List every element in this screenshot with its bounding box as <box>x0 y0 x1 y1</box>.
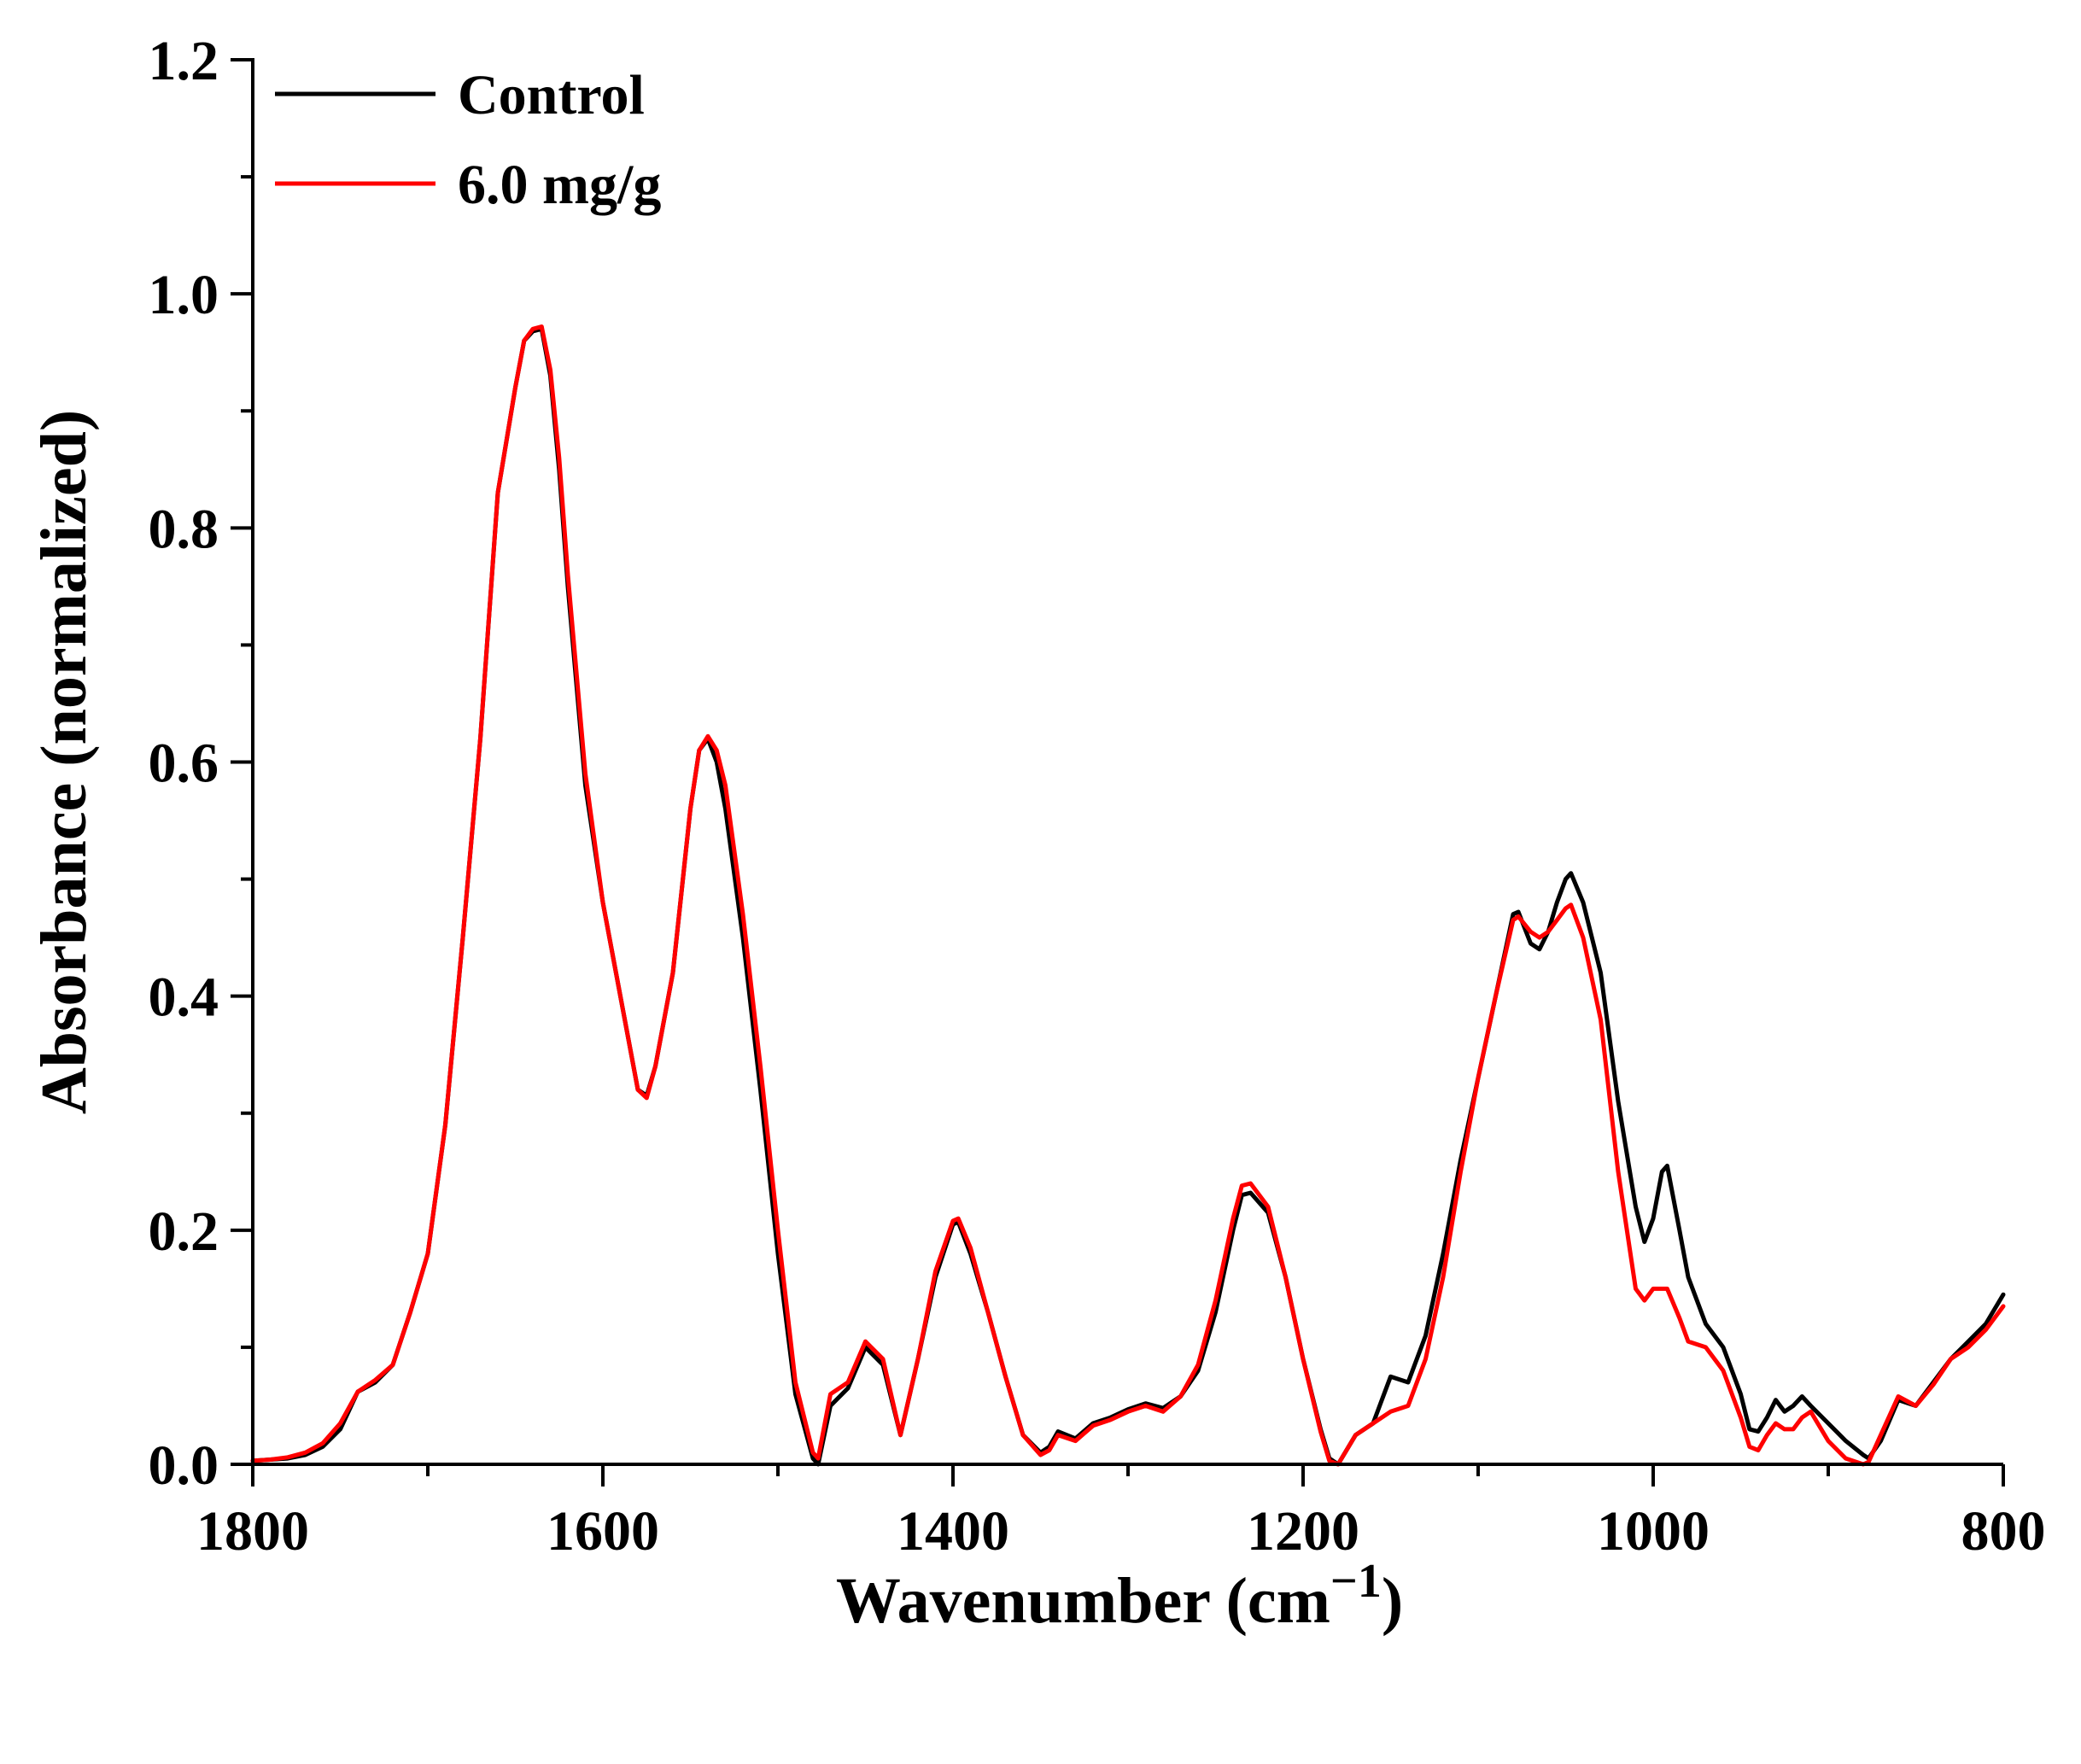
y-tick-label: 0.8 <box>149 498 219 560</box>
x-axis-title-close: ) <box>1382 1565 1403 1637</box>
plot-area: 0.0 0.2 0.4 0.6 0.8 1.0 1.2 1800 1600 1400 1200 10… <box>149 30 2046 1562</box>
legend-label-control: Control <box>458 64 645 126</box>
x-tick-label: 1400 <box>897 1500 1009 1562</box>
y-tick-label: 1.2 <box>149 30 219 92</box>
y-axis-ticks: 0.0 0.2 0.4 0.6 0.8 1.0 1.2 <box>149 30 253 1497</box>
series-layer <box>250 324 2006 1467</box>
y-tick-label: 0.2 <box>149 1200 219 1263</box>
y-tick-label: 0.6 <box>149 733 219 795</box>
y-tick-label: 0.4 <box>149 967 219 1029</box>
series-line-treated <box>250 324 2006 1467</box>
x-tick-label: 1600 <box>547 1500 659 1562</box>
x-axis-ticks: 1800 1600 1400 1200 1000 800 <box>196 1464 2046 1562</box>
legend-label-treated: 6.0 mg/g <box>458 154 661 216</box>
legend: Control 6.0 mg/g <box>275 64 661 216</box>
y-axis-title: Absorbance (normalized) <box>28 410 100 1114</box>
x-tick-label: 800 <box>1961 1500 2046 1562</box>
y-tick-label: 0.0 <box>149 1434 219 1497</box>
x-axis-title: Wavenumber (cm−1) <box>836 1555 1403 1637</box>
x-tick-label: 1200 <box>1247 1500 1359 1562</box>
x-axis-title-superscript: −1 <box>1330 1555 1382 1608</box>
x-tick-label: 1000 <box>1597 1500 1710 1562</box>
x-tick-label: 1800 <box>196 1500 309 1562</box>
x-axis-title-main: Wavenumber (cm <box>836 1565 1330 1637</box>
y-tick-label: 1.0 <box>149 264 219 326</box>
series-line-control <box>250 326 2006 1467</box>
